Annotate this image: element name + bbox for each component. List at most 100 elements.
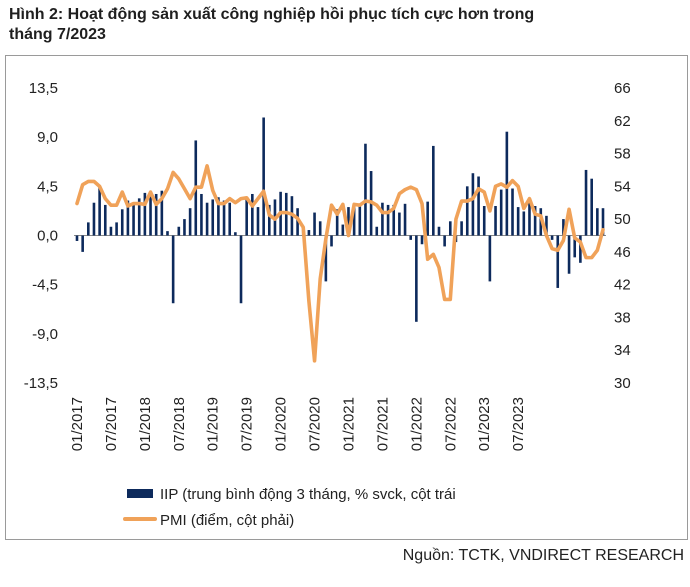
- iip-bar: [149, 193, 152, 236]
- iip-bar: [522, 211, 526, 236]
- iip-bar: [403, 203, 407, 236]
- iip-bar: [590, 178, 593, 236]
- x-tick-label: 01/2022: [408, 397, 425, 451]
- iip-bar: [409, 235, 412, 240]
- y-left-tick-label: 4,5: [37, 178, 58, 195]
- iip-bar: [324, 235, 328, 282]
- y-right-tick-label: 58: [614, 146, 631, 163]
- iip-bar: [533, 206, 537, 236]
- pmi-line-group: [75, 164, 605, 363]
- iip-bar: [432, 145, 435, 236]
- iip-bar: [550, 235, 554, 240]
- iip-bar: [579, 235, 582, 263]
- y-left-tick-label: -9,0: [32, 326, 58, 343]
- iip-bar: [188, 208, 192, 236]
- iip-bar: [307, 230, 311, 236]
- pmi-line: [75, 164, 605, 363]
- iip-bar: [143, 192, 147, 236]
- iip-bar: [98, 187, 101, 236]
- iip-bar: [347, 207, 350, 236]
- iip-bar: [313, 212, 316, 236]
- iip-bar: [381, 202, 384, 236]
- iip-bar: [420, 235, 424, 245]
- iip-bar: [92, 202, 96, 236]
- iip-bar: [460, 221, 463, 236]
- legend-iip-label: IIP (trung bình động 3 tháng, % svck, cộ…: [160, 486, 456, 503]
- iip-bar: [245, 198, 248, 236]
- iip-bar: [482, 206, 486, 236]
- y-right-tick-label: 66: [614, 80, 631, 97]
- y-left-tick-label: 9,0: [37, 129, 58, 146]
- iip-bar: [126, 200, 130, 236]
- iip-bar: [415, 235, 418, 322]
- iip-bar: [217, 197, 220, 236]
- x-tick-label: 07/2021: [374, 397, 391, 451]
- x-tick-label: 01/2021: [341, 397, 358, 451]
- chart-title-line2: tháng 7/2023: [9, 26, 106, 43]
- iip-bar: [443, 235, 446, 247]
- iip-bar: [256, 207, 260, 236]
- iip-bar: [137, 198, 141, 236]
- iip-bar: [183, 219, 186, 236]
- iip-bar: [511, 188, 514, 236]
- iip-bar: [205, 202, 209, 236]
- iip-bar: [341, 224, 345, 236]
- iip-bar: [386, 204, 390, 236]
- iip-bar: [228, 202, 232, 236]
- y-right-tick-label: 30: [614, 375, 631, 392]
- x-tick-label: 07/2017: [103, 397, 120, 451]
- legend-pmi-label: PMI (điểm, cột phải): [160, 512, 294, 529]
- y-left-tick-label: 13,5: [29, 80, 58, 97]
- iip-bar: [87, 222, 90, 236]
- iip-bar: [477, 176, 480, 236]
- iip-bar: [81, 235, 84, 252]
- iip-bar: [375, 226, 379, 236]
- iip-bar: [200, 193, 203, 236]
- x-tick-label: 07/2020: [307, 397, 324, 451]
- iip-bar: [596, 208, 599, 236]
- x-tick-label: 07/2022: [442, 397, 459, 451]
- x-tick-label: 01/2018: [137, 397, 154, 451]
- x-tick-label: 01/2019: [205, 397, 222, 451]
- iip-bar: [109, 226, 113, 236]
- iip-bar: [505, 131, 509, 236]
- y-axis-right: 66 62 58 54 50 46 42 38 34 30: [614, 80, 631, 392]
- y-right-tick-label: 34: [614, 342, 631, 359]
- iip-bar: [556, 235, 560, 288]
- x-tick-label: 01/2023: [476, 397, 493, 451]
- iip-bar: [115, 222, 118, 236]
- y-left-tick-label: -4,5: [32, 277, 58, 294]
- iip-bar: [358, 206, 362, 236]
- x-tick-label: 07/2018: [171, 397, 188, 451]
- source-note: Nguồn: TCTK, VNDIRECT RESEARCH: [402, 547, 684, 564]
- x-tick-label: 01/2020: [273, 397, 290, 451]
- iip-bar: [364, 143, 367, 236]
- iip-bar: [171, 235, 175, 304]
- iip-bar: [166, 231, 169, 236]
- iip-bar: [499, 189, 503, 236]
- iip-bar: [392, 204, 396, 236]
- x-tick-label: 01/2017: [69, 397, 86, 451]
- x-tick-label: 07/2019: [239, 397, 256, 451]
- iip-bar: [160, 190, 164, 236]
- iip-bar: [471, 173, 475, 236]
- iip-bar: [494, 206, 497, 236]
- y-right-tick-label: 50: [614, 211, 631, 228]
- iip-bar: [567, 235, 571, 274]
- iip-bars: [75, 117, 605, 322]
- y-left-tick-label: 0,0: [37, 228, 58, 245]
- x-axis-labels: 01/2017 07/2017 01/2018 07/2018 01/2019 07/20…: [69, 397, 527, 451]
- y-right-tick-label: 38: [614, 309, 631, 326]
- iip-bar: [318, 221, 322, 236]
- iip-bar: [448, 221, 452, 236]
- y-right-tick-label: 54: [614, 178, 631, 195]
- iip-bar: [426, 201, 429, 236]
- y-left-tick-label: -13,5: [24, 375, 58, 392]
- chart-svg: 13,5 9,0 4,5 0,0 -4,5 -9,0 -13,5 66 62 58 54 50 46 4…: [24, 80, 631, 529]
- iip-bar: [335, 209, 339, 236]
- chart-title-line1: Hình 2: Hoạt động sản xuất công nghiệp h…: [9, 6, 535, 23]
- iip-bar: [465, 186, 469, 236]
- iip-bar: [177, 226, 181, 236]
- iip-bar: [262, 117, 265, 236]
- iip-bar: [296, 208, 299, 236]
